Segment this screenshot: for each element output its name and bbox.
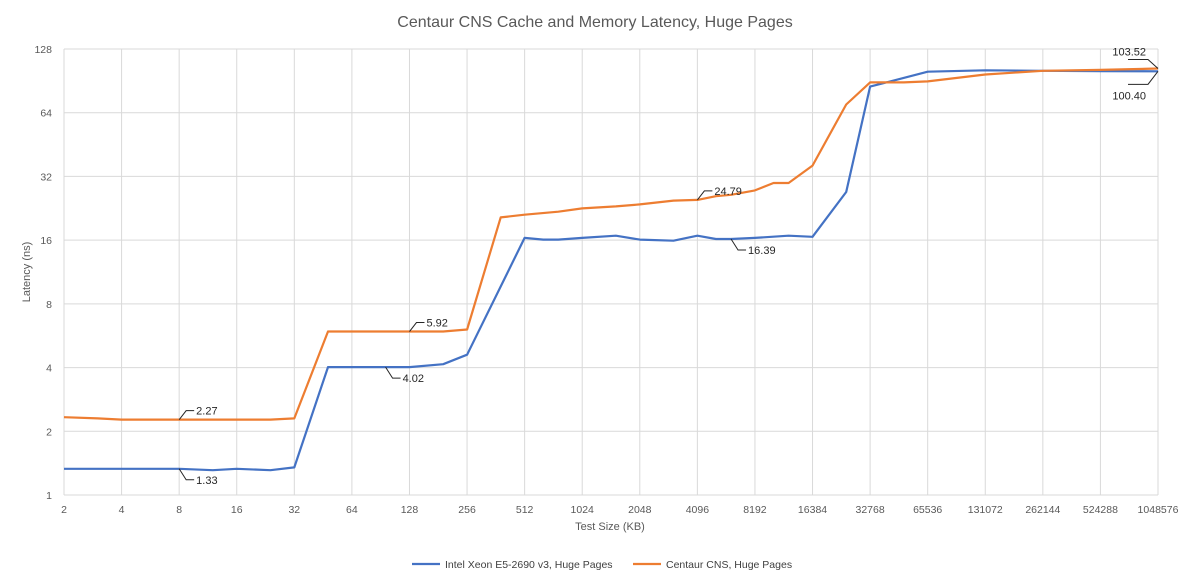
y-tick-label: 2: [46, 426, 52, 438]
annotation-leader: [1128, 59, 1159, 69]
series-line-intel: [64, 69, 1159, 472]
x-tick-label: 16: [231, 504, 243, 516]
data-label: 16.39: [748, 245, 776, 257]
data-annotations: 1.33 2.27 4.02 5.92 16.39 24.79 103.52 100.40: [178, 47, 1159, 487]
x-tick-label: 524288: [1083, 504, 1118, 516]
data-label: 1.33: [196, 475, 217, 487]
x-tick-label: 2048: [628, 504, 652, 516]
annotation-leader: [385, 366, 401, 379]
gridlines: [63, 48, 1159, 496]
chart-title: Centaur CNS Cache and Memory Latency, Hu…: [397, 14, 792, 31]
x-tick-label: 262144: [1025, 504, 1060, 516]
y-tick-label: 1: [46, 490, 52, 502]
legend-label-intel: Intel Xeon E5-2690 v3, Huge Pages: [445, 559, 613, 571]
y-tick-label: 8: [46, 299, 52, 311]
x-tick-label: 8: [176, 504, 182, 516]
x-axis-label: Test Size (KB): [575, 521, 645, 533]
data-label: 5.92: [426, 318, 447, 330]
data-label: 100.40: [1112, 90, 1146, 102]
annotation-leader: [730, 238, 747, 251]
x-tick-label: 4: [119, 504, 125, 516]
x-tick-label: 131072: [968, 504, 1003, 516]
x-tick-label: 4096: [686, 504, 710, 516]
x-tick-label: 512: [516, 504, 534, 516]
x-tick-label: 256: [458, 504, 476, 516]
x-tick-label: 16384: [798, 504, 827, 516]
data-label: 24.79: [714, 186, 742, 198]
annotation-leader: [696, 190, 713, 201]
x-tick-label: 8192: [743, 504, 767, 516]
y-axis-label: Latency (ns): [21, 242, 33, 303]
x-tick-label: 32: [288, 504, 300, 516]
legend-label-centaur: Centaur CNS, Huge Pages: [666, 559, 792, 571]
x-tick-label: 64: [346, 504, 358, 516]
annotation-leader: [178, 468, 195, 481]
y-tick-label: 32: [40, 171, 52, 183]
y-tick-label: 128: [34, 44, 52, 56]
y-tick-label: 16: [40, 235, 52, 247]
annotation-leader: [409, 322, 425, 332]
x-tick-label: 1024: [571, 504, 595, 516]
series-lines: [63, 67, 1159, 472]
y-tick-label: 64: [40, 108, 52, 120]
x-tick-label: 1048576: [1138, 504, 1179, 516]
x-tick-label: 2: [61, 504, 67, 516]
annotation-leader: [1128, 71, 1159, 85]
legend: Intel Xeon E5-2690 v3, Huge Pages Centau…: [412, 559, 792, 571]
tick-labels: 2 4 8 16 32 64 128 256 512 1024 2048 4096 8192 16384 3…: [34, 44, 1178, 516]
x-tick-label: 32768: [856, 504, 885, 516]
series-line-centaur: [63, 67, 1159, 421]
data-label: 103.52: [1112, 47, 1146, 59]
x-tick-label: 65536: [913, 504, 942, 516]
data-label: 4.02: [403, 373, 424, 385]
annotation-leader: [178, 410, 195, 420]
y-tick-label: 4: [46, 363, 52, 375]
x-tick-label: 128: [401, 504, 419, 516]
data-label: 2.27: [196, 406, 217, 418]
